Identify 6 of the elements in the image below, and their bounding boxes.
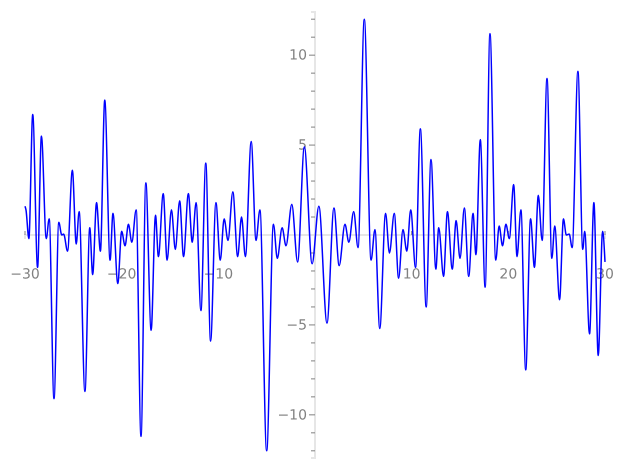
x-tick-label: −30 [10,266,40,282]
y-tick-label: −5 [286,317,307,334]
y-tick-label: −10 [277,407,307,424]
x-tick-label: 20 [499,266,518,282]
y-tick-label: 10 [289,48,307,64]
x-tick-label: 10 [402,266,421,282]
